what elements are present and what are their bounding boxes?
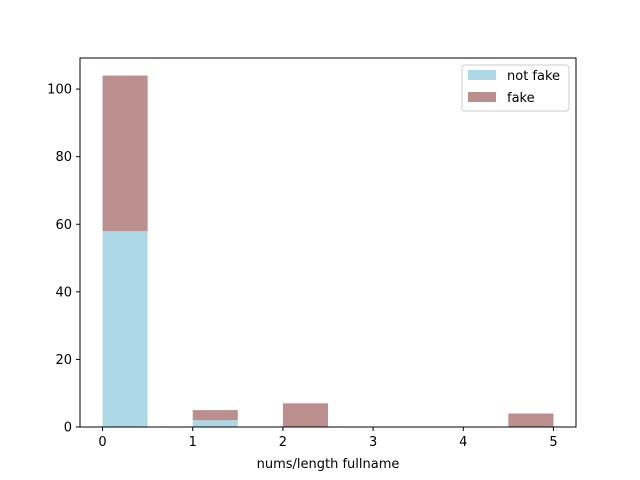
- legend-swatch-not-fake: [468, 70, 496, 80]
- y-tick-label: 100: [47, 83, 72, 98]
- bar-not-fake-bin-0: [102, 231, 148, 427]
- y-tick-label: 0: [64, 421, 72, 436]
- y-tick-label: 20: [55, 353, 72, 368]
- x-tick-label: 5: [549, 435, 557, 450]
- x-axis-ticks: 0 1 2 3 4 5: [98, 427, 558, 450]
- bars-layer: [102, 75, 554, 427]
- x-tick-label: 3: [369, 435, 377, 450]
- x-tick-label: 4: [459, 435, 467, 450]
- legend-label-fake: fake: [507, 91, 535, 106]
- y-tick-label: 80: [55, 150, 72, 165]
- y-tick-label: 60: [55, 218, 72, 233]
- x-tick-label: 2: [279, 435, 287, 450]
- plot-frame: [79, 57, 577, 428]
- bar-fake-bin-4: [282, 403, 328, 427]
- bar-not-fake-bin-2: [192, 420, 238, 427]
- legend: not fake fake: [461, 64, 570, 112]
- bar-fake-bin-2: [192, 410, 238, 421]
- x-tick-label: 1: [189, 435, 197, 450]
- y-axis-ticks: 0 20 40 60 80 100: [47, 83, 80, 436]
- bar-fake-bin-0: [102, 75, 148, 232]
- bar-fake-bin-9: [508, 413, 554, 427]
- legend-label-not-fake: not fake: [507, 69, 560, 84]
- y-tick-label: 40: [55, 285, 72, 300]
- x-axis-label: nums/length fullname: [257, 457, 400, 472]
- x-tick-label: 0: [98, 435, 106, 450]
- legend-swatch-fake: [468, 92, 496, 102]
